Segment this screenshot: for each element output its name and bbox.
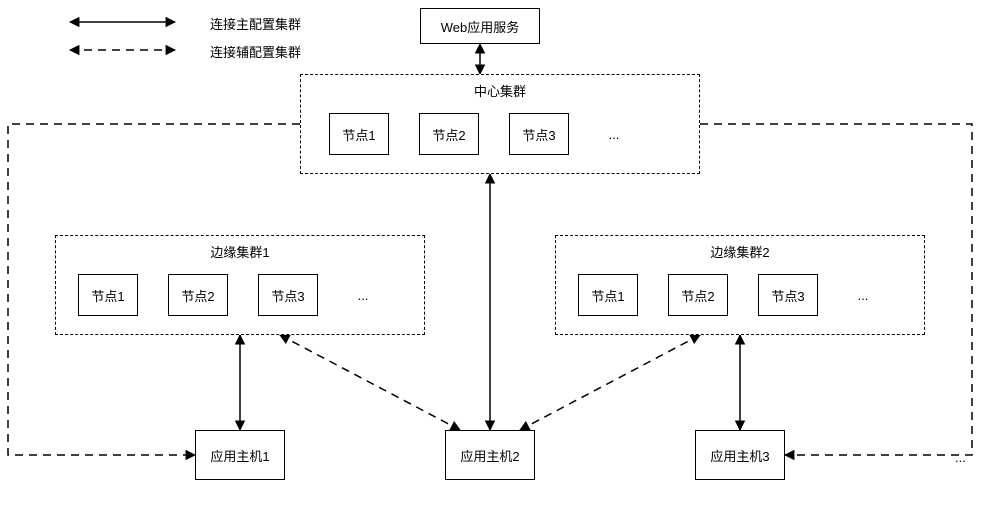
web-service-box: Web应用服务 — [420, 8, 540, 44]
center-cluster: 中心集群 节点1 节点2 节点3 ... — [300, 74, 700, 174]
edge1-node-1: 节点1 — [78, 274, 138, 316]
web-service-label: Web应用服务 — [441, 17, 520, 36]
edge2-node-2: 节点2 — [668, 274, 728, 316]
center-cluster-title: 中心集群 — [301, 81, 699, 100]
center-ellipsis: ... — [599, 127, 629, 142]
edge2-ellipsis: ... — [848, 288, 878, 303]
hosts-ellipsis: ... — [955, 450, 966, 465]
edge-cluster-1-title: 边缘集群1 — [56, 242, 424, 261]
host-2: 应用主机2 — [445, 430, 535, 480]
edge1-node-3: 节点3 — [258, 274, 318, 316]
center-node-2: 节点2 — [419, 113, 479, 155]
edge-cluster-2-title: 边缘集群2 — [556, 242, 924, 261]
host-3: 应用主机3 — [695, 430, 785, 480]
edge1-node-2: 节点2 — [168, 274, 228, 316]
host-1: 应用主机1 — [195, 430, 285, 480]
edge-cluster-2: 边缘集群2 节点1 节点2 节点3 ... — [555, 235, 925, 335]
edge2-node-1: 节点1 — [578, 274, 638, 316]
edge-cluster-1: 边缘集群1 节点1 节点2 节点3 ... — [55, 235, 425, 335]
legend-dashed-label: 连接辅配置集群 — [210, 42, 301, 61]
center-node-3: 节点3 — [509, 113, 569, 155]
edge1-ellipsis: ... — [348, 288, 378, 303]
legend-solid-label: 连接主配置集群 — [210, 14, 301, 33]
center-node-1: 节点1 — [329, 113, 389, 155]
edge2-node-3: 节点3 — [758, 274, 818, 316]
